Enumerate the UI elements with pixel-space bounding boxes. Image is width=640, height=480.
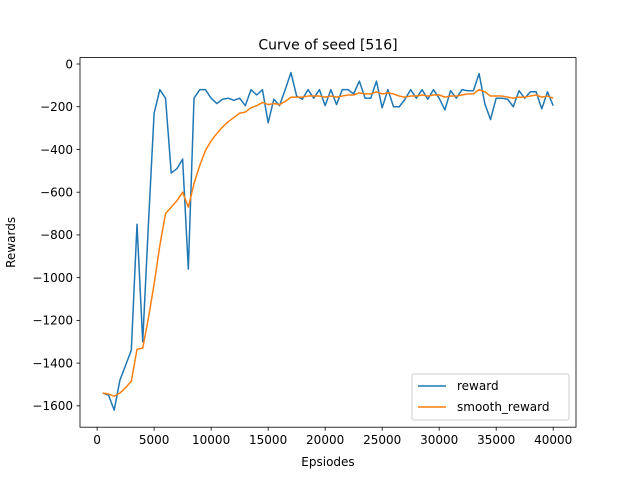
plot-frame bbox=[79, 57, 577, 428]
x-tick-label: 25000 bbox=[363, 433, 401, 447]
x-axis-label: Epsiodes bbox=[301, 455, 354, 469]
y-tick-label: −600 bbox=[40, 185, 73, 199]
y-tick-label: −1200 bbox=[32, 314, 73, 328]
x-tick-label: 35000 bbox=[477, 433, 515, 447]
y-tick-label: −200 bbox=[40, 100, 73, 114]
y-axis-label: Rewards bbox=[4, 217, 18, 268]
x-tick-label: 0 bbox=[93, 433, 101, 447]
x-tick-label: 30000 bbox=[420, 433, 458, 447]
series-line-reward bbox=[102, 71, 554, 411]
y-tick-label: −1000 bbox=[32, 271, 73, 285]
x-tick-label: 40000 bbox=[534, 433, 572, 447]
legend-box bbox=[411, 373, 570, 421]
x-tick-label: 10000 bbox=[192, 433, 230, 447]
legend-label-reward: reward bbox=[457, 379, 499, 393]
y-tick-label: 0 bbox=[65, 57, 73, 71]
x-tick-label: 15000 bbox=[249, 433, 287, 447]
x-tick-label: 5000 bbox=[139, 433, 170, 447]
chart-title: Curve of seed [516] bbox=[258, 38, 397, 54]
y-tick-label: −1400 bbox=[32, 356, 73, 370]
legend-label-smooth-reward: smooth_reward bbox=[457, 400, 550, 414]
legend: reward smooth_reward bbox=[411, 373, 570, 421]
y-tick-label: −400 bbox=[40, 143, 73, 157]
x-tick-label: 20000 bbox=[306, 433, 344, 447]
series-line-smooth-reward bbox=[102, 88, 554, 397]
y-tick-label: −800 bbox=[40, 228, 73, 242]
y-axis: −1600 −1400 −1200 −1000 −800 −600 −400 −200 0 bbox=[32, 57, 80, 413]
series-layer bbox=[102, 71, 554, 411]
x-axis: 0 5000 10000 15000 20000 25000 30000 35000 40000 bbox=[93, 427, 572, 447]
y-tick-label: −1600 bbox=[32, 399, 73, 413]
